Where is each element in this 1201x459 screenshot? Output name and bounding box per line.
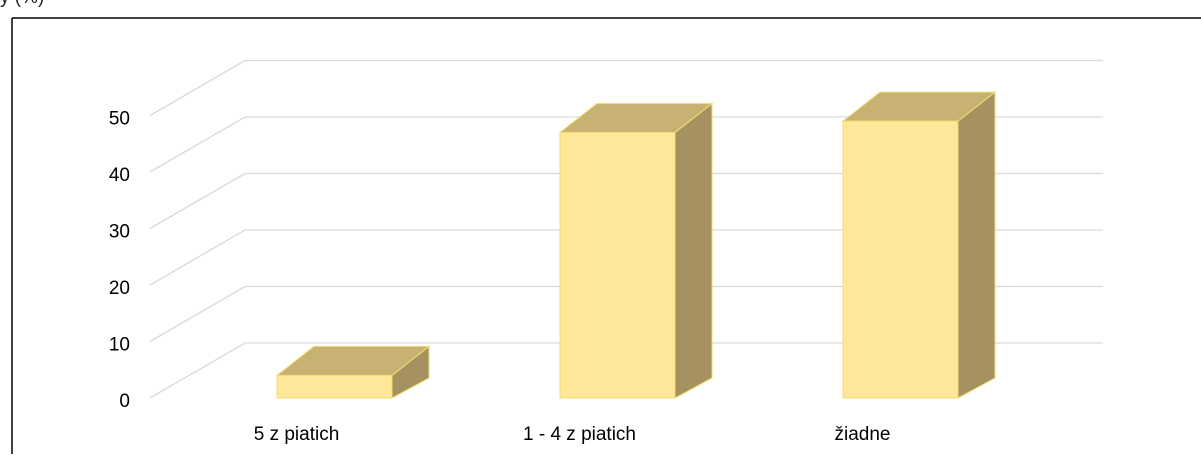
bar-side-3 bbox=[957, 91, 996, 399]
y-tick-label-0: 0 bbox=[119, 391, 130, 412]
bar-1 bbox=[275, 345, 431, 399]
x-tick-label-3: žiadne bbox=[835, 424, 891, 445]
bar-front-3 bbox=[842, 120, 959, 399]
bar-3 bbox=[841, 91, 997, 399]
x-tick-label-1: 5 z piatich bbox=[254, 424, 340, 445]
bar-front-1 bbox=[276, 374, 393, 399]
gridline-30 bbox=[149, 172, 1103, 230]
y-tick-label-50: 50 bbox=[109, 109, 130, 130]
bar-2 bbox=[558, 102, 714, 399]
bar-front-2 bbox=[559, 131, 676, 399]
gridline-10 bbox=[149, 285, 1103, 343]
x-tick-label-2: 1 - 4 z piatich bbox=[523, 424, 636, 445]
gridline-0 bbox=[149, 342, 1103, 399]
bar-side-2 bbox=[674, 102, 713, 399]
y-tick-label-20: 20 bbox=[109, 278, 130, 299]
y-tick-label-30: 30 bbox=[109, 222, 130, 243]
y-tick-label-40: 40 bbox=[109, 165, 130, 186]
gridline-50 bbox=[149, 59, 1103, 117]
gridline-40 bbox=[149, 116, 1103, 173]
gridline-20 bbox=[149, 229, 1103, 286]
chart-title-clipped: y (%) bbox=[0, 0, 44, 9]
y-tick-label-10: 10 bbox=[109, 335, 130, 356]
